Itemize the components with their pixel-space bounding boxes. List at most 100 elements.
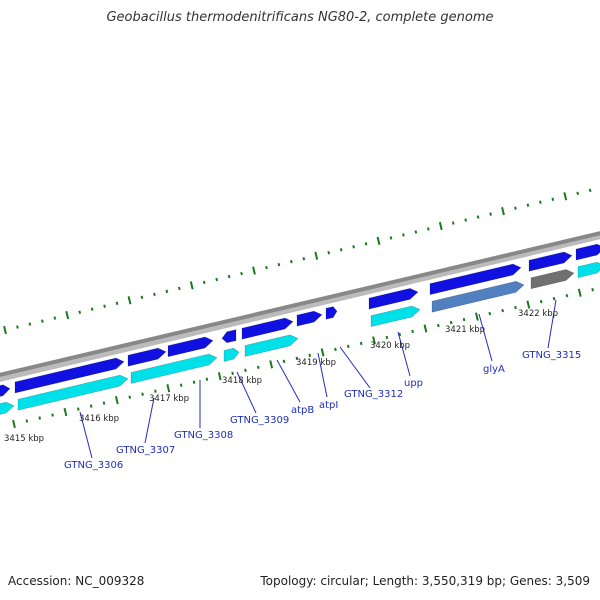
reverse-gene-arrow[interactable] <box>130 353 218 384</box>
outer-tick <box>376 236 381 245</box>
outer-tick <box>489 212 492 216</box>
forward-gene-arrow[interactable] <box>528 251 573 272</box>
outer-tick <box>16 325 19 329</box>
outer-tick <box>265 265 268 270</box>
forward-gene-arrow[interactable] <box>0 384 11 399</box>
outer-tick <box>327 251 331 255</box>
forward-gene-arrow[interactable] <box>429 263 522 296</box>
forward-gene-arrow[interactable] <box>325 306 338 320</box>
outer-tick <box>90 307 94 311</box>
gene-leader-line <box>397 331 411 377</box>
outer-tick <box>464 218 467 222</box>
gene-label[interactable]: GTNG_3306 <box>64 460 123 471</box>
inner-tick <box>128 395 132 399</box>
reverse-gene-arrow[interactable] <box>244 334 299 357</box>
gene-labels: GTNG_3306 GTNG_3307 GTNG_3308 GTNG_3309atpB… <box>64 350 581 471</box>
inner-tick <box>217 372 222 381</box>
reverse-gene-arrow[interactable] <box>223 347 240 362</box>
gene-leader-line <box>547 299 557 349</box>
outer-tick <box>165 289 169 294</box>
outer-tick <box>189 281 194 290</box>
reverse-gene-arrow[interactable] <box>431 280 525 313</box>
gene-leader-line <box>79 411 93 459</box>
outer-tick <box>364 242 368 246</box>
kbp-label: 3416 kbp <box>79 414 119 424</box>
topology-text: Topology: circular; Length: 3,550,319 bp… <box>260 574 590 588</box>
inner-tick <box>449 320 453 325</box>
gene-leader-line <box>478 313 493 362</box>
inner-tick <box>141 392 144 396</box>
forward-gene-arrow[interactable] <box>14 357 125 394</box>
inner-tick <box>411 329 414 334</box>
kbp-label: 3417 kbp <box>149 394 189 404</box>
gene-label[interactable]: glyA <box>483 364 505 375</box>
forward-gene-arrow[interactable] <box>127 347 167 367</box>
gene-leader-line <box>144 397 155 444</box>
outer-tick <box>526 203 530 207</box>
inner-tick <box>372 336 376 345</box>
forward-gene-arrow[interactable] <box>368 288 419 310</box>
inner-tick <box>308 353 312 358</box>
outer-tick <box>65 311 70 320</box>
outer-tick <box>551 197 555 201</box>
forward-gene-arrow[interactable] <box>221 329 237 344</box>
outer-tick <box>426 227 430 231</box>
reverse-gene-arrow[interactable] <box>17 374 129 411</box>
inner-scale-ticks <box>12 288 594 429</box>
outer-tick <box>563 192 568 201</box>
reverse-gene-arrow[interactable] <box>370 305 421 328</box>
inner-tick <box>102 401 106 405</box>
inner-tick <box>12 419 16 429</box>
genome-backbone-shadow <box>0 233 600 382</box>
gene-label[interactable]: GTNG_3315 <box>522 350 581 361</box>
outer-tick <box>240 271 243 276</box>
inner-tick <box>526 300 531 309</box>
gene-label[interactable]: GTNG_3309 <box>230 415 289 426</box>
outer-tick <box>140 295 144 300</box>
outer-tick <box>177 286 181 291</box>
kbp-label: 3419 kbp <box>296 358 336 368</box>
inner-tick <box>282 359 286 364</box>
outer-tick <box>302 256 306 261</box>
outer-tick <box>402 233 405 237</box>
gene-label[interactable]: upp <box>404 378 423 389</box>
forward-gene-arrow[interactable] <box>296 310 323 327</box>
outer-tick <box>277 262 281 267</box>
inner-tick <box>359 341 363 346</box>
inner-tick <box>565 293 569 298</box>
inner-tick <box>76 407 80 411</box>
outer-tick <box>339 248 343 252</box>
gene-label-leaders <box>79 299 557 459</box>
gene-leader-line <box>339 346 371 389</box>
inner-tick <box>25 419 29 423</box>
outer-tick <box>53 316 57 320</box>
reverse-gene-arrow[interactable] <box>0 401 15 417</box>
kbp-label: 3422 kbp <box>518 309 558 319</box>
reverse-gene-arrow[interactable] <box>577 261 600 279</box>
forward-gene-arrow[interactable] <box>167 336 214 358</box>
inner-tick <box>591 288 594 292</box>
forward-gene-arrow[interactable] <box>575 243 600 261</box>
gene-label[interactable]: atpB <box>291 405 314 416</box>
inner-tick <box>295 356 299 361</box>
kbp-label: 3421 kbp <box>445 325 485 335</box>
gene-leader-line <box>276 359 301 403</box>
reverse-gene-arrow[interactable] <box>530 269 575 290</box>
gene-label[interactable]: GTNG_3307 <box>116 445 175 456</box>
outer-tick <box>127 296 132 305</box>
inner-tick <box>462 317 466 322</box>
accession-text: Accession: NC_009328 <box>8 574 145 588</box>
inner-tick <box>423 324 428 333</box>
outer-tick <box>501 207 505 216</box>
inner-tick <box>205 377 209 381</box>
inner-tick <box>385 335 389 340</box>
outer-tick <box>414 230 418 234</box>
gene-label[interactable]: GTNG_3308 <box>174 430 233 441</box>
gene-label[interactable]: atpI <box>319 400 338 411</box>
inner-tick <box>63 407 68 417</box>
forward-gene-arrow[interactable] <box>241 317 294 340</box>
inner-tick <box>320 348 325 357</box>
gene-label[interactable]: GTNG_3312 <box>344 389 403 400</box>
outer-tick <box>103 304 106 308</box>
